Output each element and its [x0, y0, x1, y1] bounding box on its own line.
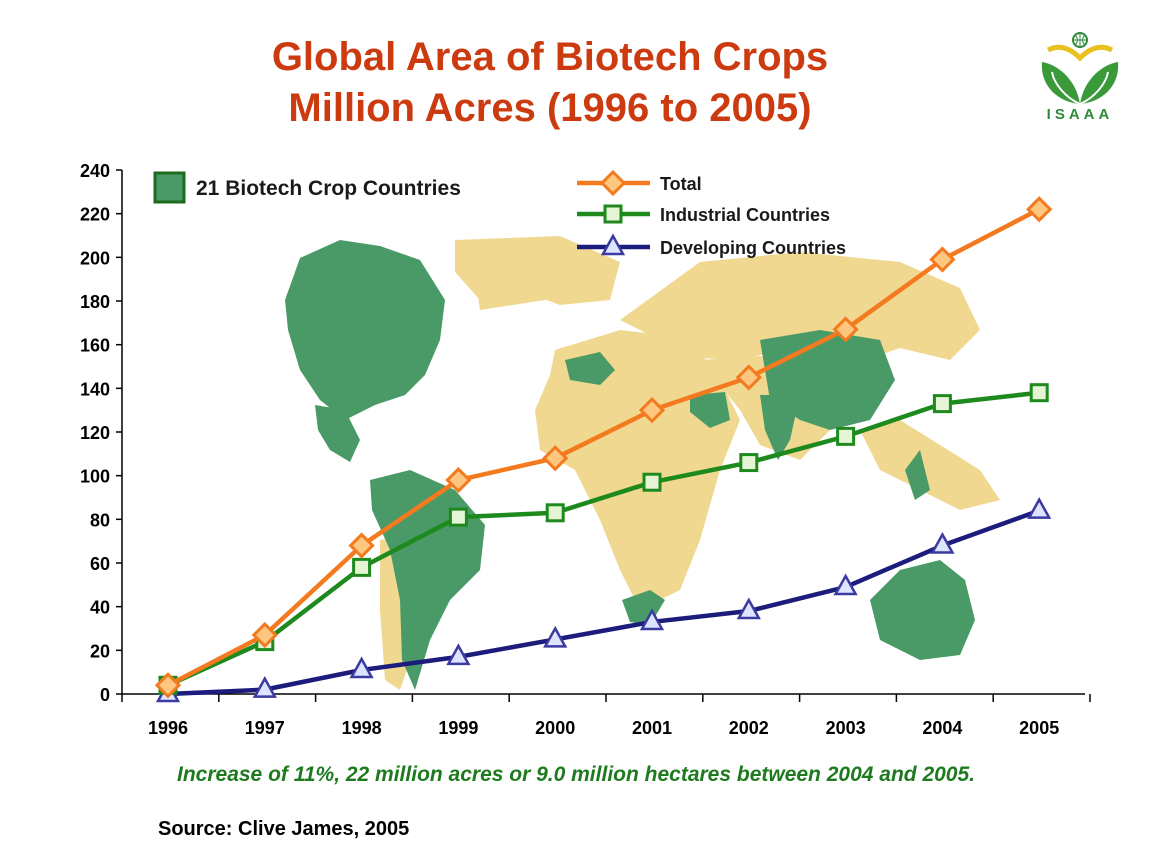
- source-note: Source: Clive James, 2005: [158, 818, 410, 840]
- y-tick-label: 60: [90, 554, 110, 574]
- series-legend: Total Industrial Countries Developing Coun…: [577, 169, 846, 258]
- y-tick-label: 20: [90, 641, 110, 661]
- chart-title-line-2: Million Acres (1996 to 2005): [288, 86, 812, 130]
- data-point-developing-countries: [543, 625, 568, 648]
- data-point-industrial-countries: [1029, 383, 1049, 403]
- data-point-industrial-countries: [739, 453, 759, 473]
- data-point-developing-countries: [833, 573, 858, 596]
- data-point-developing-countries: [1027, 497, 1052, 519]
- data-point-total: [929, 246, 956, 273]
- isaaa-logo: ISAAA: [1030, 28, 1130, 126]
- y-axis-ticks: 0 20 40 60 80 100 120 140 160 180 200 220 240: [80, 161, 122, 705]
- y-tick-label: 220: [80, 205, 110, 225]
- y-tick-label: 0: [100, 685, 110, 705]
- y-tick-label: 160: [80, 336, 110, 356]
- data-point-developing-countries: [349, 656, 374, 679]
- data-point-industrial-countries: [448, 507, 468, 527]
- data-point-developing-countries: [639, 608, 665, 631]
- series-layer: [154, 196, 1053, 703]
- x-tick-label: 2003: [826, 718, 866, 738]
- x-tick-label: 1999: [438, 718, 478, 738]
- footnote: Increase of 11%, 22 million acres or 9.0…: [177, 763, 975, 786]
- data-point-total: [735, 364, 762, 391]
- y-tick-label: 240: [80, 161, 110, 181]
- x-tick-label: 2000: [535, 718, 575, 738]
- series-line-developing-countries: [167, 508, 1040, 697]
- data-point-developing-countries: [252, 676, 277, 698]
- data-point-industrial-countries: [545, 503, 565, 523]
- legend-marker: [603, 204, 623, 224]
- series-line-industrial-countries: [167, 390, 1040, 688]
- x-tick-label: 1996: [148, 718, 188, 738]
- legend-label: Total: [660, 174, 702, 194]
- legend-label: Industrial Countries: [660, 205, 830, 225]
- data-point-total: [542, 445, 569, 472]
- legend-marker: [600, 233, 626, 256]
- legend-label: Developing Countries: [660, 238, 846, 258]
- legend-marker: [599, 169, 627, 197]
- y-tick-label: 80: [90, 510, 110, 530]
- x-axis-ticks: 1996 1997 1998 1999 2000 2001 2002 2003 2004 2005: [121, 694, 1091, 738]
- data-point-total: [251, 621, 278, 649]
- data-point-industrial-countries: [642, 472, 662, 492]
- map-legend: 21 Biotech Crop Countries: [153, 171, 461, 204]
- series-line-total: [166, 207, 1041, 688]
- data-point-total: [348, 532, 375, 559]
- data-point-industrial-countries: [932, 394, 952, 414]
- data-point-total: [445, 466, 472, 494]
- chart-title: Global Area of Biotech Crops Million Acr…: [150, 32, 950, 134]
- data-point-total: [638, 397, 666, 424]
- x-tick-label: 1997: [245, 718, 285, 738]
- x-tick-label: 2004: [922, 718, 962, 738]
- x-tick-label: 2001: [632, 718, 672, 738]
- logo-text: ISAAA: [1047, 106, 1114, 123]
- y-tick-label: 200: [80, 248, 110, 268]
- data-point-industrial-countries: [836, 426, 856, 446]
- y-tick-label: 120: [80, 423, 110, 443]
- data-point-industrial-countries: [352, 557, 372, 577]
- map-legend-swatch: [153, 171, 186, 204]
- data-point-total: [832, 316, 859, 343]
- leaves-globe-icon: [1041, 32, 1119, 105]
- data-point-developing-countries: [930, 531, 955, 554]
- chart-title-line-1: Global Area of Biotech Crops: [271, 35, 829, 79]
- data-point-total: [1026, 196, 1053, 223]
- y-tick-label: 180: [80, 292, 110, 312]
- y-tick-label: 40: [90, 598, 110, 618]
- data-point-developing-countries: [736, 597, 761, 620]
- map-legend-label: 21 Biotech Crop Countries: [196, 177, 461, 200]
- y-tick-label: 100: [80, 467, 110, 487]
- x-tick-label: 2002: [729, 718, 769, 738]
- x-tick-label: 2005: [1019, 718, 1059, 738]
- x-tick-label: 1998: [342, 718, 382, 738]
- data-point-total: [154, 672, 182, 699]
- data-point-developing-countries: [446, 643, 471, 666]
- series-total: [154, 196, 1053, 699]
- y-tick-label: 140: [80, 379, 110, 399]
